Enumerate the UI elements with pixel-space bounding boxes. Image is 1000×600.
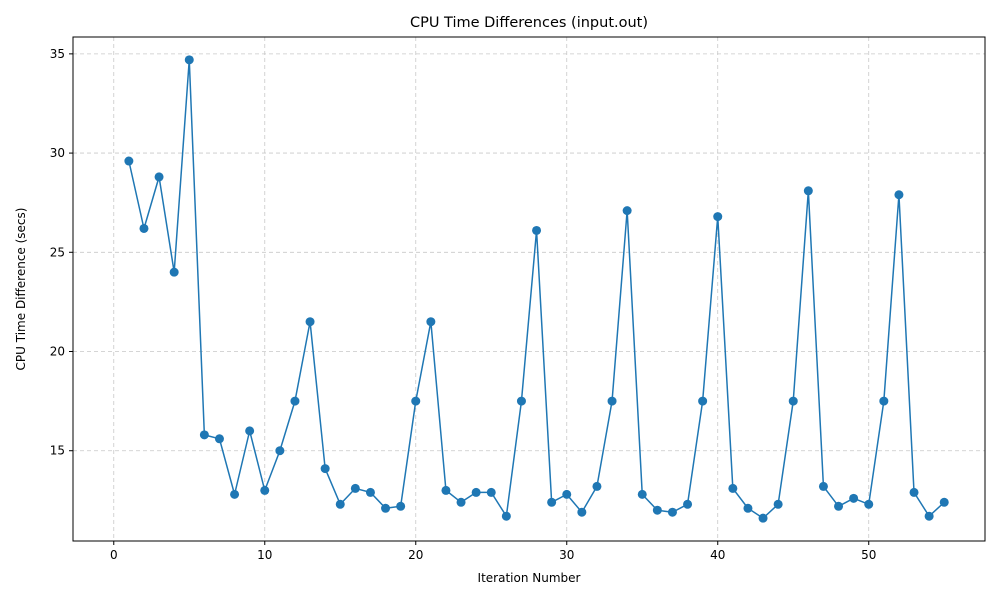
data-point [230,489,240,499]
data-point [290,396,300,406]
data-point [154,172,164,182]
x-axis-ticks: 0 10 20 30 40 50 [110,541,876,562]
data-point [139,223,149,233]
x-tick-label: 40 [710,548,725,562]
y-tick-label: 25 [50,245,65,259]
data-point [245,426,255,436]
data-point [592,481,602,491]
grid [73,37,985,541]
data-point [864,499,874,509]
data-point [834,501,844,511]
data-point [909,487,919,497]
y-tick-label: 20 [50,345,65,359]
y-axis-label: CPU Time Difference (secs) [14,208,28,371]
data-point [728,483,738,493]
x-tick-label: 10 [257,548,272,562]
data-point [667,507,677,517]
data-point [788,396,798,406]
data-point [305,317,315,327]
data-point [637,489,647,499]
data-point [350,483,360,493]
data-point [124,156,134,166]
data-point [577,507,587,517]
data-point [365,487,375,497]
data-point [516,396,526,406]
data-point [396,501,406,511]
data-point [381,503,391,513]
data-point [803,186,813,196]
data-point [426,317,436,327]
data-point [214,434,224,444]
data-point [260,485,270,495]
data-point [456,497,466,507]
data-point [199,430,209,440]
data-point [532,225,542,235]
data-point [939,497,949,507]
chart-title: CPU Time Differences (input.out) [410,15,648,31]
x-tick-label: 20 [408,548,423,562]
data-point [275,446,285,456]
data-point [486,487,496,497]
data-point [849,493,859,503]
data-point [411,396,421,406]
data-point [441,485,451,495]
data-point [547,497,557,507]
y-tick-label: 30 [50,146,65,160]
data-point [924,511,934,521]
data-point [818,481,828,491]
data-point [879,396,889,406]
data-point [698,396,708,406]
data-point [773,499,783,509]
data-point [652,505,662,515]
data-point [184,55,194,65]
data-point [713,212,723,222]
y-tick-label: 15 [50,444,65,458]
data-point [501,511,511,521]
data-point [169,267,179,277]
x-axis-label: Iteration Number [478,571,581,585]
y-axis-ticks: 15 20 25 30 35 [50,47,73,458]
data-point [758,513,768,523]
y-tick-label: 35 [50,47,65,61]
data-point [335,499,345,509]
data-point [320,464,330,474]
x-tick-label: 30 [559,548,574,562]
data-point [743,503,753,513]
x-tick-label: 50 [861,548,876,562]
data-point [562,489,572,499]
data-point [607,396,617,406]
plot-frame [72,36,986,542]
data-point [622,206,632,216]
series-markers [124,55,949,523]
data-point [683,499,693,509]
x-tick-label: 0 [110,548,118,562]
data-point [894,190,904,200]
data-point [471,487,481,497]
